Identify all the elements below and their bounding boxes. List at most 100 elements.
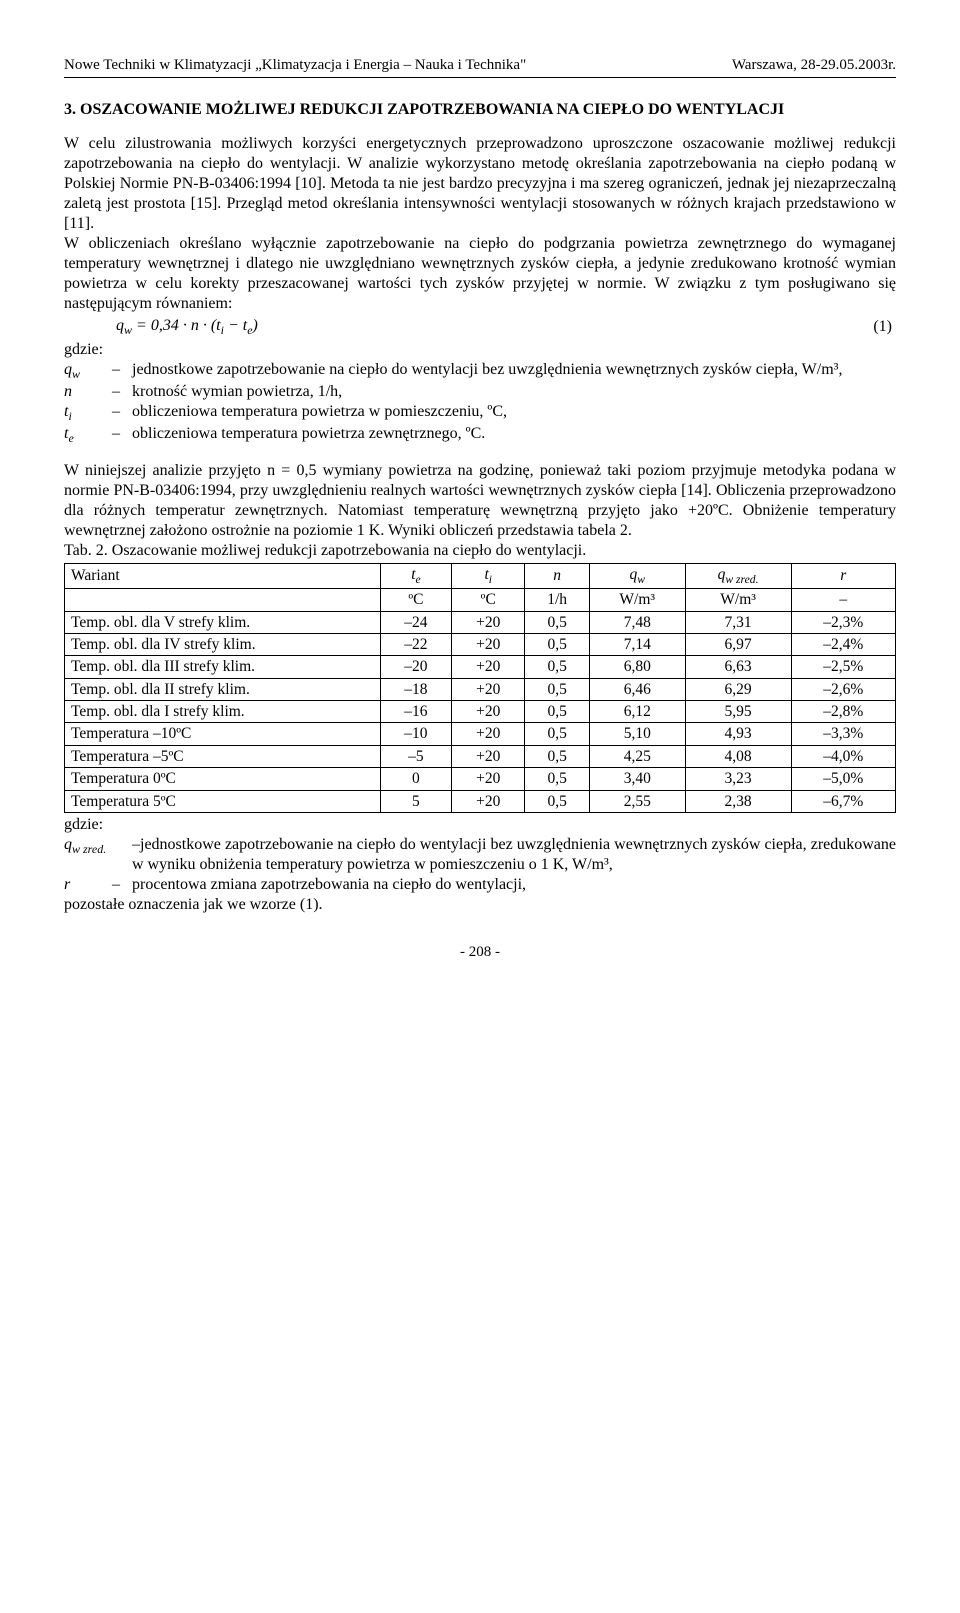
def-symbol: qw zred. — [64, 835, 132, 857]
table-row: Temp. obl. dla IV strefy klim.–22+200,57… — [65, 633, 896, 655]
table-cell: –20 — [380, 656, 451, 678]
table-cell: 7,31 — [685, 611, 791, 633]
th-variant: Wariant — [65, 563, 381, 589]
equation-number: (1) — [873, 317, 896, 337]
table-row: Temperatura 5ºC5+200,52,552,38–6,7% — [65, 790, 896, 812]
def-dash: – — [112, 402, 132, 422]
table-cell: –3,3% — [791, 723, 895, 745]
table-cell: 2,38 — [685, 790, 791, 812]
table-cell: –2,4% — [791, 633, 895, 655]
table-cell: 6,46 — [589, 678, 685, 700]
table-cell: 0,5 — [525, 678, 590, 700]
defs2-tail: pozostałe oznaczenia jak we wzorze (1). — [64, 895, 896, 915]
table-cell: 0,5 — [525, 768, 590, 790]
table-cell: –2,8% — [791, 701, 895, 723]
table-cell: Temp. obl. dla V strefy klim. — [65, 611, 381, 633]
def-text: obliczeniowa temperatura powietrza w pom… — [132, 402, 896, 422]
table-header-1: Wariant te ti n qw qw zred. r — [65, 563, 896, 589]
th-unit: W/m³ — [589, 589, 685, 611]
def-row: te – obliczeniowa temperatura powietrza … — [64, 424, 896, 446]
runhead-left: Nowe Techniki w Klimatyzacji „Klimatyzac… — [64, 56, 526, 75]
table-cell: +20 — [452, 656, 525, 678]
th-ti: ti — [452, 563, 525, 589]
def-symbol: qw — [64, 360, 112, 382]
table-cell: 4,25 — [589, 745, 685, 767]
table-row: Temperatura 0ºC0+200,53,403,23–5,0% — [65, 768, 896, 790]
table-cell: 6,12 — [589, 701, 685, 723]
paragraph-3: W niniejszej analizie przyjęto n = 0,5 w… — [64, 461, 896, 541]
table-cell: +20 — [452, 611, 525, 633]
table-cell: Temperatura –10ºC — [65, 723, 381, 745]
table-row: Temp. obl. dla I strefy klim.–16+200,56,… — [65, 701, 896, 723]
table-cell: Temperatura 0ºC — [65, 768, 381, 790]
table-cell: Temp. obl. dla III strefy klim. — [65, 656, 381, 678]
table-row: Temp. obl. dla III strefy klim.–20+200,5… — [65, 656, 896, 678]
definitions-2-block: gdzie: qw zred. –jednostkowe zapotrzebow… — [64, 815, 896, 915]
table-cell: –24 — [380, 611, 451, 633]
def-text: krotność wymian powietrza, 1/h, — [132, 382, 896, 402]
table-cell: 5 — [380, 790, 451, 812]
table-cell: 0 — [380, 768, 451, 790]
table-cell: 7,48 — [589, 611, 685, 633]
section-heading: 3. OSZACOWANIE MOŻLIWEJ REDUKCJI ZAPOTRZ… — [64, 100, 896, 120]
th-unit: ºC — [452, 589, 525, 611]
table-cell: 4,08 — [685, 745, 791, 767]
table-cell: +20 — [452, 678, 525, 700]
table-cell: 0,5 — [525, 656, 590, 678]
def-dash: – — [112, 875, 132, 895]
table-cell: –5,0% — [791, 768, 895, 790]
table-row: Temp. obl. dla II strefy klim.–18+200,56… — [65, 678, 896, 700]
table-body: Temp. obl. dla V strefy klim.–24+200,57,… — [65, 611, 896, 812]
table-cell: 0,5 — [525, 701, 590, 723]
def-text-inner: jednostkowe zapotrzebowanie na ciepło do… — [132, 836, 896, 873]
table-cell: +20 — [452, 723, 525, 745]
th-unit: ºC — [380, 589, 451, 611]
table-row: Temperatura –10ºC–10+200,55,104,93–3,3% — [65, 723, 896, 745]
section-number: 3. — [64, 101, 76, 118]
th-unit: – — [791, 589, 895, 611]
th-unit: 1/h — [525, 589, 590, 611]
defs2-intro: gdzie: — [64, 815, 896, 835]
table-cell: 0,5 — [525, 611, 590, 633]
definitions-1: qw – jednostkowe zapotrzebowanie na ciep… — [64, 360, 896, 447]
table-cell: 0,5 — [525, 745, 590, 767]
table-cell: 5,10 — [589, 723, 685, 745]
table-header-2: ºC ºC 1/h W/m³ W/m³ – — [65, 589, 896, 611]
table-cell: –18 — [380, 678, 451, 700]
th-unit: W/m³ — [685, 589, 791, 611]
table-cell: Temperatura –5ºC — [65, 745, 381, 767]
def-symbol: r — [64, 875, 112, 895]
paragraph-2: W obliczeniach określano wyłącznie zapot… — [64, 234, 896, 314]
results-table: Wariant te ti n qw qw zred. r ºC ºC 1/h … — [64, 563, 896, 813]
def-text: obliczeniowa temperatura powietrza zewnę… — [132, 424, 896, 444]
table-cell: +20 — [452, 745, 525, 767]
table-cell: –6,7% — [791, 790, 895, 812]
def-dash: – — [112, 382, 132, 402]
table-cell: 2,55 — [589, 790, 685, 812]
def-text: –jednostkowe zapotrzebowanie na ciepło d… — [132, 835, 896, 875]
runhead-right: Warszawa, 28-29.05.2003r. — [732, 56, 896, 75]
table-cell: 0,5 — [525, 723, 590, 745]
def-text: procentowa zmiana zapotrzebowania na cie… — [132, 875, 896, 895]
def-dash: – — [112, 424, 132, 444]
th-qwzred: qw zred. — [685, 563, 791, 589]
table-cell: +20 — [452, 768, 525, 790]
page-number: - 208 - — [64, 943, 896, 962]
table-cell: 6,97 — [685, 633, 791, 655]
equation-row: qw = 0,34 · n · (ti − te) (1) — [64, 316, 896, 338]
table-cell: 3,40 — [589, 768, 685, 790]
def-symbol: te — [64, 424, 112, 446]
table-cell: –5 — [380, 745, 451, 767]
table-cell: Temp. obl. dla II strefy klim. — [65, 678, 381, 700]
running-header: Nowe Techniki w Klimatyzacji „Klimatyzac… — [64, 56, 896, 78]
th-qw: qw — [589, 563, 685, 589]
table-cell: 5,95 — [685, 701, 791, 723]
table-cell: –22 — [380, 633, 451, 655]
def-row: qw – jednostkowe zapotrzebowanie na ciep… — [64, 360, 896, 382]
def-row: ti – obliczeniowa temperatura powietrza … — [64, 402, 896, 424]
table-cell: 4,93 — [685, 723, 791, 745]
th-te: te — [380, 563, 451, 589]
table-cell: 6,63 — [685, 656, 791, 678]
th-n: n — [525, 563, 590, 589]
table-cell: –16 — [380, 701, 451, 723]
